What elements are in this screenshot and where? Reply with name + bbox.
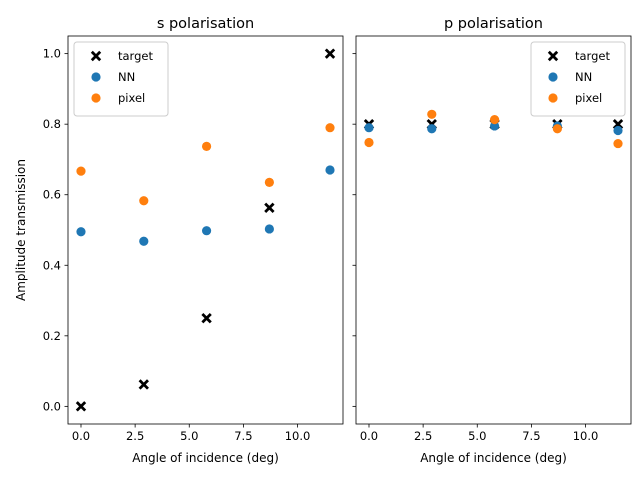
data-point-target (75, 401, 87, 412)
legend-label-pixel: pixel (575, 91, 602, 105)
x-tick-label: 0.0 (72, 429, 90, 443)
data-point-pixel (201, 141, 212, 152)
legend-label-pixel: pixel (118, 91, 145, 105)
y-tick-label: 1.0 (43, 47, 61, 61)
legend: target NN pixel (73, 41, 169, 117)
plot-frame (355, 35, 632, 425)
y-axis-label: Amplitude transmission (14, 159, 28, 301)
data-point-target (324, 48, 336, 59)
data-point-nn (427, 124, 437, 134)
data-point-target (264, 202, 275, 213)
data-point-nn (201, 226, 212, 236)
x-tick-label: 7.5 (234, 429, 252, 443)
data-point-target (138, 379, 149, 390)
x-axis-label: Angle of incidence (deg) (132, 451, 279, 465)
data-point-pixel (325, 123, 335, 133)
data-point-target (201, 312, 212, 324)
chart-title: s polarisation (157, 16, 254, 32)
x-tick-label: 7.5 (522, 429, 540, 443)
chart-panel-1: s polarisation 0.0 2.5 5.0 7.5 10.0 0.0 0.2 0.4 0… (14, 16, 344, 465)
legend-label-nn: NN (118, 70, 135, 84)
y-tick-label: 0.0 (43, 399, 61, 413)
data-point-pixel (139, 196, 149, 206)
data-point-nn (489, 121, 500, 131)
data-point-pixel (613, 138, 623, 149)
x-tick-label: 2.5 (414, 429, 432, 443)
legend-label-target: target (118, 49, 153, 63)
data-point-nn (264, 224, 274, 234)
data-point-nn (76, 227, 86, 237)
plot-frame (67, 35, 344, 425)
data-point-pixel (76, 166, 86, 176)
x-tick-label: 5.0 (180, 429, 198, 443)
data-point-nn (613, 125, 623, 136)
chart-title: p polarisation (444, 16, 543, 32)
legend-label-nn: NN (575, 70, 592, 84)
x-tick-label: 10.0 (573, 429, 599, 443)
data-point-pixel (364, 137, 374, 148)
data-point-pixel (427, 109, 437, 119)
x-tick-label: 2.5 (126, 429, 144, 443)
data-point-nn (364, 123, 374, 133)
y-tick-label: 0.6 (43, 188, 61, 202)
y-tick-label: 0.8 (43, 117, 61, 131)
x-tick-label: 10.0 (285, 429, 311, 443)
legend-label-target: target (575, 49, 610, 63)
legend: target NN pixel (530, 41, 626, 117)
x-tick-label: 0.0 (360, 429, 378, 443)
legend-marker-nn (548, 72, 558, 82)
y-tick-label: 0.4 (43, 258, 61, 272)
data-point-nn (139, 236, 149, 246)
legend-marker-target (547, 50, 559, 62)
data-point-pixel (552, 124, 562, 134)
legend-marker-pixel (548, 93, 558, 103)
x-tick-label: 5.0 (468, 429, 486, 443)
data-point-pixel (489, 114, 500, 125)
legend-marker-nn (91, 72, 101, 82)
data-point-pixel (264, 177, 274, 187)
legend-marker-target (90, 50, 102, 62)
chart-panel-2: p polarisation 0.0 2.5 5.0 7.5 10.0 Angle of i… (352, 16, 632, 465)
legend-marker-pixel (91, 93, 101, 103)
x-axis-label: Angle of incidence (deg) (420, 451, 567, 465)
data-point-nn (325, 165, 335, 175)
y-tick-label: 0.2 (43, 329, 61, 343)
